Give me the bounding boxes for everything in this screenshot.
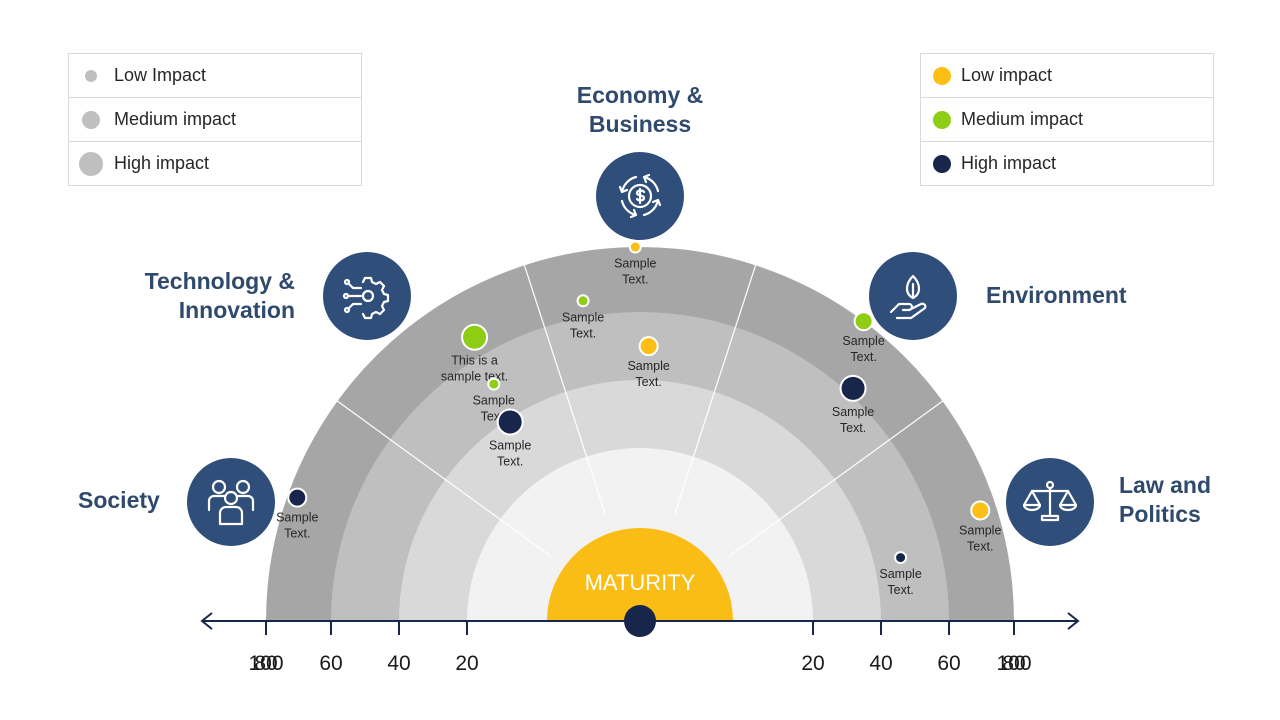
impact-point-dot	[839, 374, 867, 402]
impact-point-label: Sample Text.	[959, 523, 1001, 553]
impact-point: Sample Text.	[276, 487, 319, 541]
legend-label: High impact	[114, 153, 210, 173]
impact-point-dot	[576, 294, 590, 308]
size-legend: Low Impact Medium impact High impact	[68, 53, 362, 186]
impact-point-label: Sample Text.	[276, 511, 318, 541]
navy-dot-icon	[933, 154, 951, 173]
color-legend-row-low: Low impact	[921, 54, 1213, 98]
axis-tick-label: 20	[801, 652, 824, 675]
legend-label: Medium impact	[961, 109, 1084, 129]
impact-point-dot	[853, 311, 874, 332]
maturity-center-semicircle	[547, 528, 733, 621]
impact-point-dot	[496, 408, 524, 436]
color-legend: Low impact Medium impact High impact	[920, 53, 1214, 186]
impact-point-dot	[628, 240, 642, 254]
impact-point: Sample Text.	[842, 311, 885, 364]
sector-divider	[337, 400, 550, 556]
small-dot-icon	[85, 69, 97, 82]
large-dot-icon	[79, 151, 103, 176]
scales-icon	[1006, 458, 1094, 546]
legend-label: Medium impact	[114, 109, 237, 129]
impact-point-label: Sample Text.	[627, 359, 669, 389]
legend-label: Low impact	[961, 65, 1053, 85]
impact-point-dot	[970, 500, 991, 521]
sector-divider	[674, 265, 757, 515]
sector-dividers	[337, 265, 943, 556]
sector-divider	[523, 265, 606, 515]
impact-point: Sample Text.	[489, 408, 531, 469]
axis-arrow-right	[1067, 612, 1080, 630]
impact-point-label: Sample Text.	[832, 405, 874, 435]
category-title-economy: Economy & Business	[576, 82, 704, 137]
axis-tick-label: 100	[996, 652, 1031, 675]
impact-point-dot	[894, 551, 908, 565]
legend-label: High impact	[961, 153, 1057, 173]
size-legend-row-high: High impact	[69, 142, 361, 185]
maturity-center-label: MATURITY	[585, 570, 696, 595]
maturity-center: MATURITY	[547, 528, 733, 621]
impact-point: Sample Text.	[562, 294, 604, 340]
chip-gear-icon	[323, 252, 411, 340]
axis-tick-label: 80	[1002, 652, 1025, 675]
category-title-law: Law and Politics	[1119, 472, 1212, 527]
axis-tick-label: 100	[248, 652, 283, 675]
color-legend-row-medium: Medium impact	[921, 98, 1213, 142]
legend-label: Low Impact	[114, 65, 207, 85]
axis-tick-label: 20	[455, 652, 478, 675]
impact-point-label: Sample Text.	[489, 439, 531, 469]
impact-point: Sample Text.	[627, 336, 670, 389]
impact-point-dot	[487, 377, 501, 391]
impact-point: Sample Text.	[614, 240, 657, 287]
color-legend-row-high: High impact	[921, 142, 1213, 185]
impact-point-dot	[461, 323, 489, 351]
impact-point: Sample Text.	[879, 551, 922, 597]
impact-point-dot	[287, 487, 308, 508]
impact-point-label: Sample Text.	[562, 310, 604, 340]
impact-points: Sample Text.This is a sample text.Sample Te…	[276, 240, 1001, 597]
category-title-society: Society	[78, 487, 160, 513]
axis-tick-label: 60	[319, 652, 342, 675]
axis-tick-label: 40	[869, 652, 892, 675]
axis-tick-label: 80	[254, 652, 277, 675]
impact-point-label: Sample Text.	[842, 334, 884, 364]
impact-point-label: Sample Text.	[879, 567, 921, 597]
size-legend-row-medium: Medium impact	[69, 98, 361, 142]
impact-point-dot	[638, 336, 659, 357]
hand-leaf-icon	[869, 252, 957, 340]
axis-tick-label: 40	[387, 652, 410, 675]
category-title-technology: Technology & Innovation	[144, 268, 295, 323]
yellow-dot-icon	[933, 66, 951, 85]
impact-point: Sample Text.	[959, 500, 1001, 553]
axis-tick-label: 60	[937, 652, 960, 675]
people-icon	[187, 458, 275, 546]
dollar-cycle-icon	[596, 152, 684, 240]
axis-arrow-left	[200, 612, 213, 630]
impact-point: Sample Text.	[832, 374, 874, 435]
category-title-environment: Environment	[986, 282, 1127, 308]
green-dot-icon	[933, 110, 951, 129]
axis-origin-dot	[624, 605, 656, 637]
sector-divider	[730, 400, 943, 556]
impact-point-label: Sample Text.	[614, 257, 656, 287]
size-legend-row-low: Low Impact	[69, 54, 361, 98]
medium-dot-icon	[82, 110, 100, 129]
